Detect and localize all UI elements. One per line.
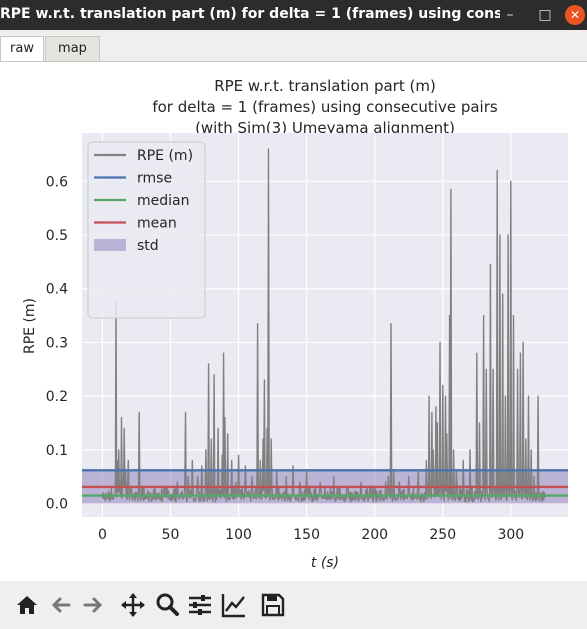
x-tick-label: 100: [225, 527, 252, 543]
maximize-button[interactable]: □: [538, 7, 552, 23]
window-titlebar: RPE w.r.t. translation part (m) for delt…: [0, 0, 587, 30]
minimize-button[interactable]: –: [506, 7, 514, 23]
legend-swatch-std: [94, 239, 126, 251]
legend: RPE (m) rmse median mean std: [87, 141, 206, 319]
edit-axis-icon[interactable]: [219, 590, 249, 620]
y-tick-label: 0.6: [46, 174, 68, 190]
home-icon[interactable]: [12, 590, 42, 620]
x-tick-label: 300: [497, 527, 524, 543]
figure-canvas[interactable]: RPE w.r.t. translation part (m) for delta…: [0, 61, 587, 581]
configure-subplots-icon[interactable]: [185, 590, 215, 620]
x-tick-label: 0: [98, 527, 107, 543]
x-axis-label: t (s): [311, 555, 339, 571]
legend-label: median: [137, 193, 189, 209]
legend-box: [87, 141, 206, 319]
y-axis-label: RPE (m): [22, 298, 38, 354]
save-icon[interactable]: [258, 590, 288, 620]
legend-label: std: [137, 238, 159, 254]
chart-title-line: RPE w.r.t. translation part (m): [214, 77, 436, 95]
x-tick-label: 200: [361, 527, 388, 543]
chart-title-line: for delta = 1 (frames) using consecutive…: [152, 98, 498, 116]
y-tick-label: 0.3: [46, 335, 68, 351]
y-tick-label: 0.0: [46, 497, 68, 513]
legend-label: rmse: [137, 171, 172, 187]
y-tick-label: 0.1: [46, 443, 68, 459]
pan-icon[interactable]: [118, 590, 148, 620]
tab-bar: raw map: [0, 30, 587, 63]
zoom-icon[interactable]: [152, 590, 182, 620]
y-tick-label: 0.5: [46, 228, 68, 244]
legend-label: mean: [137, 216, 177, 232]
x-tick-label: 50: [162, 527, 180, 543]
close-button[interactable]: ✕: [565, 5, 585, 25]
legend-label: RPE (m): [137, 148, 193, 164]
back-arrow-icon[interactable]: [46, 590, 76, 620]
rpe-series-line: [101, 148, 546, 503]
y-tick-label: 0.4: [46, 282, 68, 298]
plot-toolbar: [0, 582, 587, 629]
forward-arrow-icon[interactable]: [78, 590, 108, 620]
chart-title-line: (with Sim(3) Umeyama alignment): [195, 119, 455, 137]
y-tick-label: 0.2: [46, 389, 68, 405]
window-title: RPE w.r.t. translation part (m) for delt…: [0, 6, 500, 22]
x-tick-label: 250: [429, 527, 456, 543]
tab-map[interactable]: map: [45, 36, 100, 62]
x-tick-label: 150: [293, 527, 320, 543]
tab-raw[interactable]: raw: [0, 36, 44, 63]
rpe-chart: RPE w.r.t. translation part (m) for delta…: [22, 77, 568, 571]
